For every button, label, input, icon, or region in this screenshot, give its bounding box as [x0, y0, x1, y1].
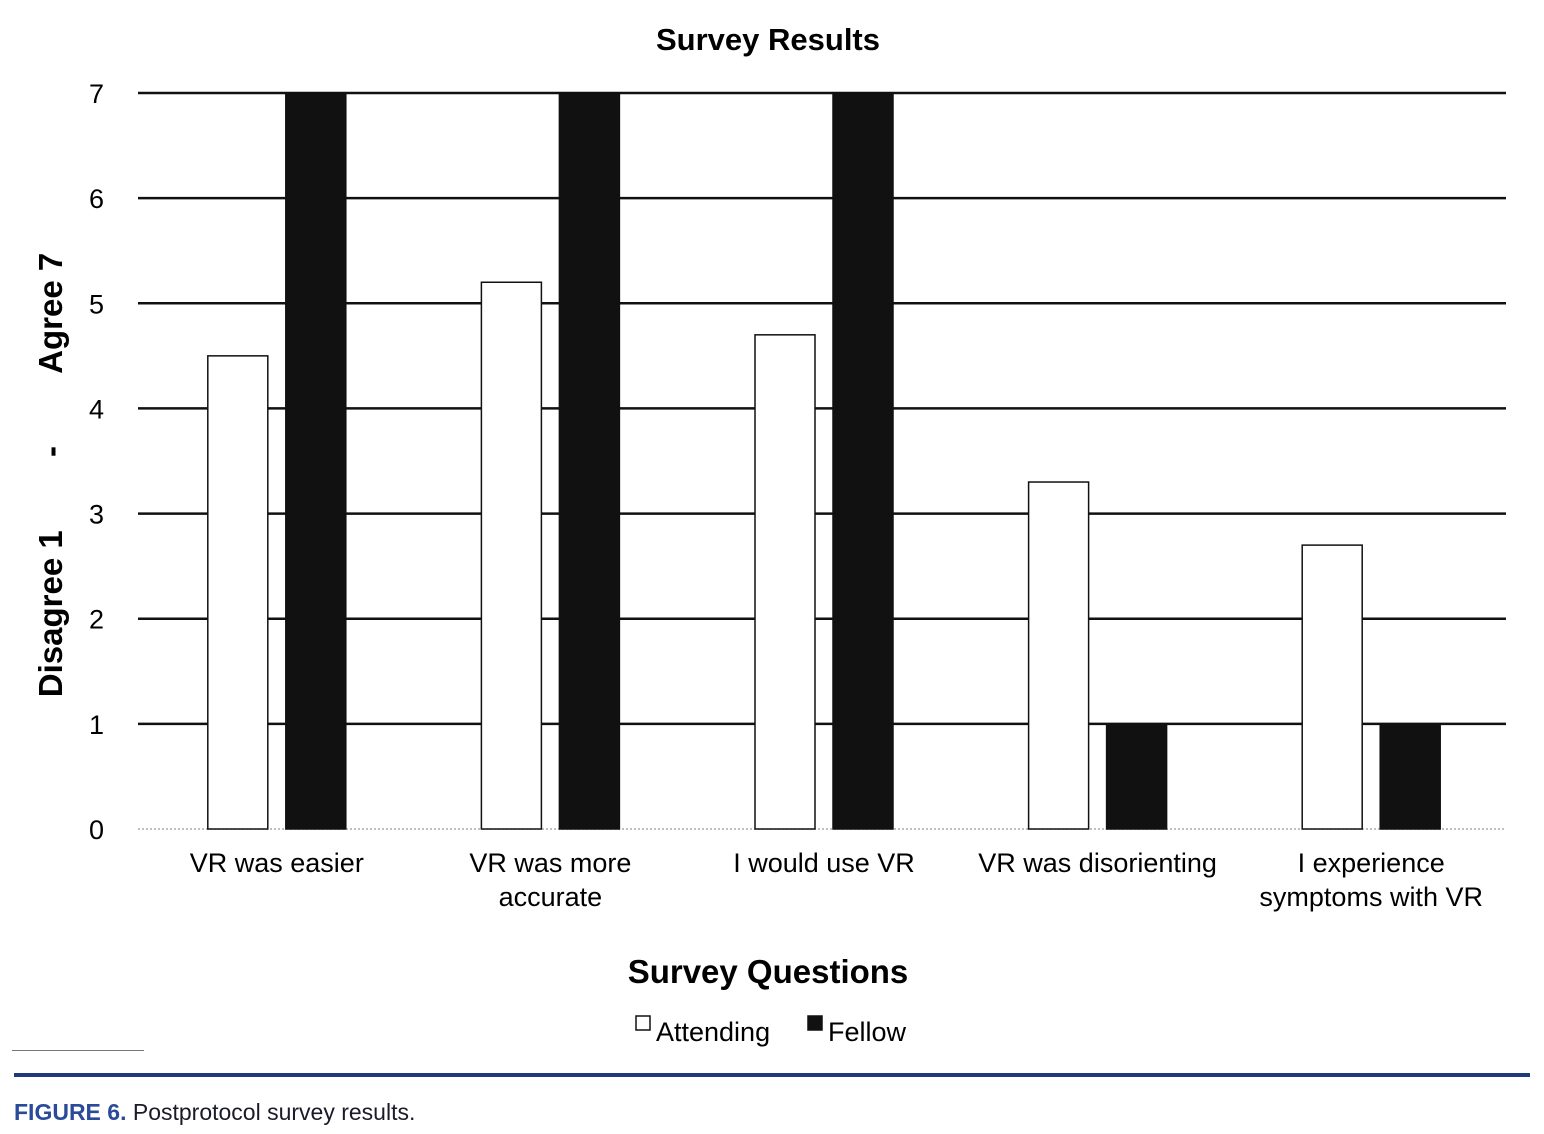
bar-fellow-4	[1105, 723, 1168, 830]
bar-attending-3	[754, 334, 816, 830]
x-category-label-3: I would use VR	[733, 848, 915, 878]
y-axis-ticks: 0 1 2 3 4 5 6 7	[89, 79, 104, 845]
y-tick-label-2: 2	[89, 605, 104, 635]
y-tick-label-5: 5	[89, 289, 104, 319]
legend-swatch-attending	[635, 1015, 651, 1031]
bar-attending-5	[1301, 544, 1363, 830]
x-category-label-4: VR was disorienting	[978, 848, 1217, 878]
y-tick-label-6: 6	[89, 184, 104, 214]
legend-swatch-fellow	[807, 1015, 823, 1031]
legend-label-attending: Attending	[656, 1017, 770, 1047]
figure-caption: FIGURE 6. Postprotocol survey results.	[14, 1099, 415, 1126]
y-tick-label-4: 4	[89, 394, 104, 424]
bar-fellow-2	[558, 92, 621, 830]
y-tick-label-3: 3	[89, 500, 104, 530]
x-axis-title: Survey Questions	[628, 953, 909, 990]
legend: Attending Fellow	[635, 1015, 907, 1047]
bar-fellow-3	[832, 92, 894, 830]
figure-caption-text: Postprotocol survey results.	[132, 1099, 416, 1125]
bar-attending-2	[480, 281, 543, 830]
bars	[207, 92, 1441, 830]
bar-fellow-5	[1379, 723, 1441, 830]
x-category-label-1: VR was easier	[190, 848, 364, 878]
y-tick-label-0: 0	[89, 815, 104, 845]
separator-line	[12, 1050, 144, 1051]
legend-label-fellow: Fellow	[828, 1017, 907, 1047]
figure-label: FIGURE 6.	[14, 1099, 127, 1125]
bar-fellow-1	[285, 92, 347, 830]
x-axis-categories: VR was easier VR was more accurate I would …	[190, 848, 1483, 912]
gridlines	[138, 91, 1506, 830]
chart-title: Survey Results	[656, 22, 880, 57]
caption-rule	[14, 1073, 1530, 1077]
x-category-label-2: VR was more accurate	[469, 848, 631, 912]
bar-attending-4	[1027, 481, 1090, 830]
bar-attending-1	[207, 355, 269, 830]
y-tick-label-1: 1	[89, 710, 104, 740]
x-category-label-5: I experience symptoms with VR	[1259, 848, 1483, 912]
y-tick-label-7: 7	[89, 79, 104, 109]
y-axis-title: Disagree 1 - Agree 7	[32, 253, 69, 697]
